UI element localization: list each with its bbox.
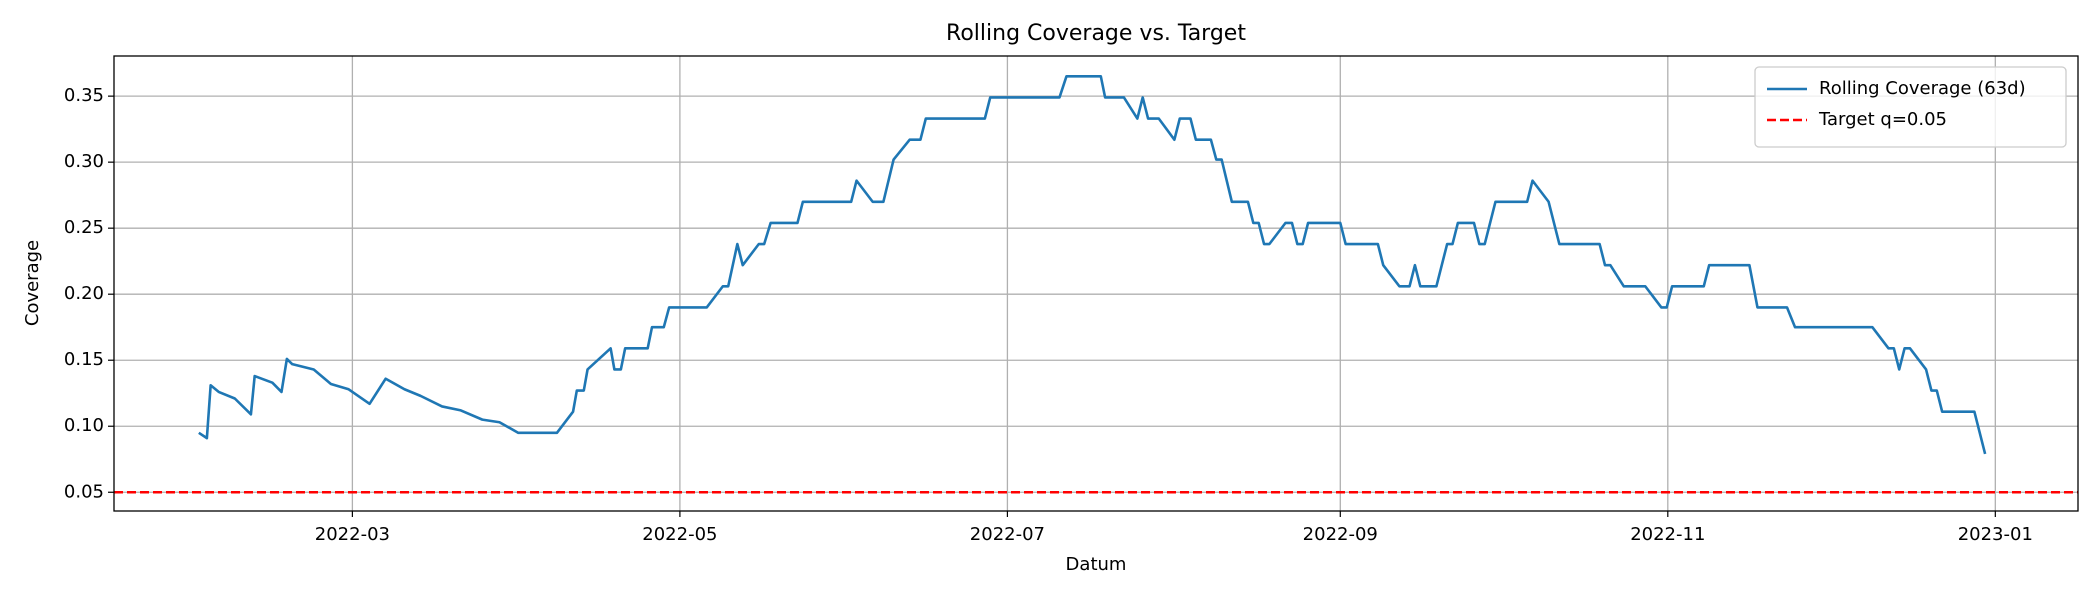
x-tick-label: 2022-05 [642, 524, 717, 545]
x-axis-label: Datum [1066, 554, 1127, 575]
y-tick-label: 0.25 [64, 217, 104, 238]
legend-label: Target q=0.05 [1818, 109, 1947, 130]
legend-box [1754, 66, 2067, 148]
y-axis-label: Coverage [22, 240, 43, 326]
y-tick-label: 0.05 [64, 481, 104, 502]
y-tick-label: 0.35 [64, 85, 104, 106]
x-tick-label: 2022-07 [970, 524, 1045, 545]
data-line [198, 75, 1987, 455]
x-tick-label: 2022-03 [315, 524, 390, 545]
x-tick-label: 2023-01 [1958, 524, 2033, 545]
y-tick-label: 0.20 [64, 283, 104, 304]
x-tick-label: 2022-11 [1630, 524, 1705, 545]
y-tick-label: 0.15 [64, 349, 104, 370]
plot-frame [113, 55, 2079, 512]
chart-title: Rolling Coverage vs. Target [946, 21, 1246, 46]
x-tick-label: 2022-09 [1303, 524, 1378, 545]
y-tick-label: 0.10 [64, 415, 104, 436]
legend-label: Rolling Coverage (63d) [1819, 78, 2026, 99]
y-tick-label: 0.30 [64, 151, 104, 172]
